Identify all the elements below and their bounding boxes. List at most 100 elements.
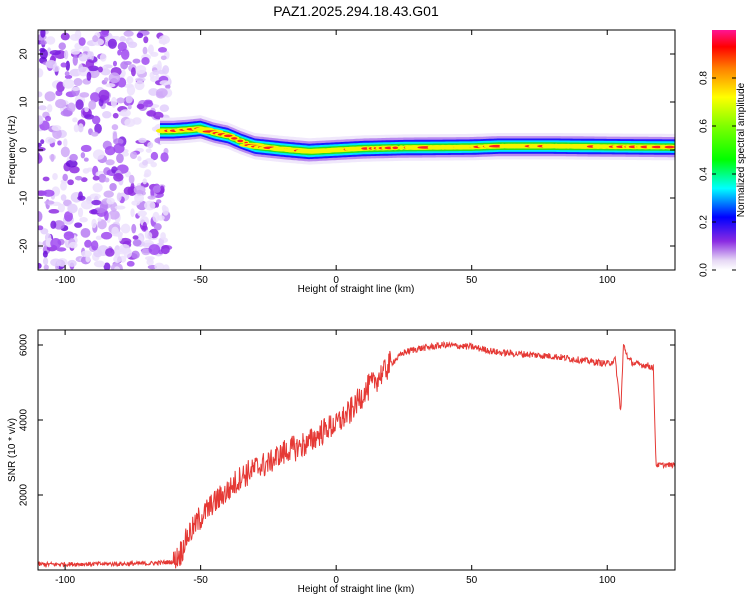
noise-blob [40,30,46,38]
noise-blob [134,80,145,91]
noise-blob [91,218,97,229]
spectrogram-x-ticks: -100 -50 0 50 100 [55,30,616,286]
noise-blob [131,223,137,234]
noise-blob [38,142,42,148]
x-tick-label: 100 [599,275,616,286]
x-tick-label: -100 [55,275,75,286]
noise-blob [78,63,84,73]
noise-blob [90,131,99,137]
x-tick-label: 0 [333,575,339,586]
snr-y-label: SNR (10 * v/v) [7,418,18,482]
noise-blob [119,35,127,43]
noise-blob [73,124,80,133]
y-tick-label: 10 [19,96,30,108]
noise-blob [40,228,49,235]
noise-blob [74,222,83,228]
x-tick-label: -100 [55,575,75,586]
noise-blob [157,60,162,72]
noise-blob [120,49,130,60]
spectrogram-x-label: Height of straight line (km) [298,284,415,295]
noise-blob [38,241,44,250]
noise-blob [60,32,70,41]
noise-blob [133,185,146,195]
noise-blob [123,83,134,88]
noise-blob [44,200,55,205]
noise-blob [57,203,65,213]
noise-blob [113,173,124,182]
noise-blob [40,40,48,45]
noise-blob [134,77,146,82]
noise-blob [64,211,73,222]
noise-blob [79,217,88,223]
noise-blob [158,39,167,45]
signal-peak [223,134,233,138]
noise-blob [111,226,119,237]
noise-blob [85,59,95,69]
noise-blob [42,189,55,197]
noise-blob [43,264,49,270]
noise-blob [132,235,139,240]
noise-blob [85,255,91,263]
noise-blob [116,192,122,202]
noise-blob [136,103,145,110]
noise-blob [137,156,142,162]
noise-blob [135,65,147,75]
noise-blob [130,182,135,193]
noise-blob [68,241,78,249]
noise-blob [112,60,117,67]
noise-blob [107,38,117,49]
noise-blob [120,223,131,234]
noise-blob [97,217,102,222]
noise-blob [38,262,42,269]
noise-blob [116,97,125,104]
noise-blob [147,141,154,149]
noise-blob [80,227,91,238]
noise-blob [67,259,77,267]
noise-blob [92,149,105,160]
noise-blob [143,100,154,108]
noise-blob [105,159,115,166]
noise-blob [64,71,70,77]
noise-blob [103,262,111,270]
noise-blob [147,44,154,55]
noise-blob [105,247,115,257]
noise-blob [156,199,162,204]
noise-blob [60,110,73,117]
noise-blob [130,208,135,218]
noise-blob [98,66,103,73]
noise-blob [147,195,156,200]
noise-blob [72,54,78,66]
noise-blob [154,262,165,270]
noise-blob [77,123,84,133]
noise-blob [82,46,90,54]
noise-blob [91,115,101,125]
noise-blob [104,146,116,156]
noise-blob [78,191,83,200]
noise-blob [69,166,80,174]
noise-blob [60,62,67,68]
noise-blob [108,72,121,84]
figure-title: PAZ1.2025.294.18.43.G01 [273,3,439,19]
noise-blob [86,71,92,81]
noise-blob [90,92,100,103]
noise-blob [69,153,78,162]
colorbar-tick-label: 0.8 [699,71,710,85]
noise-blob [148,244,161,255]
noise-blob [87,50,93,61]
noise-blob [80,144,92,153]
noise-blob [97,219,107,230]
x-tick-label: -50 [193,275,208,286]
noise-blob [38,68,44,78]
noise-blob [72,117,78,123]
noise-blob [132,58,141,64]
noise-blob [47,138,56,143]
noise-blob [42,250,48,258]
noise-blob [103,77,109,82]
signal-peak [392,146,399,150]
noise-blob [98,89,110,101]
x-tick-label: 100 [599,575,616,586]
noise-blob [119,244,131,253]
noise-blob [156,88,168,98]
x-tick-label: -50 [193,575,208,586]
noise-blob [48,209,60,214]
